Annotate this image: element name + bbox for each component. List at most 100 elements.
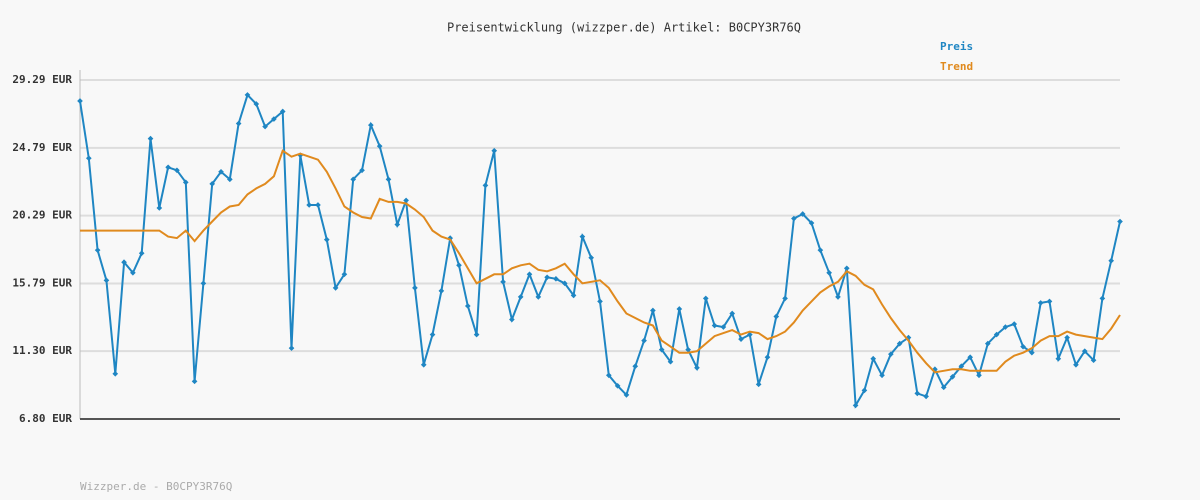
point-marker: [632, 363, 639, 370]
point-marker: [579, 233, 586, 240]
point-marker: [702, 295, 709, 302]
legend-label: Preis: [940, 40, 973, 53]
point-marker: [553, 275, 559, 282]
point-marker: [385, 176, 392, 183]
point-marker: [658, 346, 665, 353]
point-marker: [103, 277, 110, 284]
point-marker: [218, 168, 224, 175]
point-marker: [879, 372, 885, 379]
point-marker: [368, 122, 374, 128]
point-marker: [420, 361, 427, 368]
point-marker: [694, 364, 700, 371]
point-marker: [570, 292, 577, 299]
point-marker: [1090, 357, 1097, 364]
y-tick-label: 20.29 EUR: [12, 209, 72, 222]
point-marker: [641, 337, 647, 344]
point-marker: [130, 269, 136, 276]
point-marker: [544, 274, 550, 281]
point-marker: [676, 306, 683, 312]
point-marker: [984, 340, 991, 347]
point-marker: [650, 307, 656, 314]
point-marker: [747, 331, 753, 338]
point-marker: [914, 390, 921, 397]
point-marker: [835, 294, 841, 300]
point-marker: [138, 250, 145, 257]
point-marker: [755, 381, 762, 388]
y-tick-label: 29.29 EUR: [12, 73, 72, 86]
y-tick-label: 24.79 EUR: [12, 141, 72, 154]
point-marker: [1037, 300, 1044, 306]
point-marker: [782, 295, 788, 302]
point-marker: [112, 370, 119, 377]
point-marker: [1002, 324, 1009, 330]
point-marker: [315, 202, 321, 208]
point-marker: [438, 288, 445, 294]
point-marker: [526, 271, 533, 278]
point-marker: [729, 310, 736, 317]
point-marker: [359, 167, 365, 174]
point-marker: [227, 176, 233, 183]
point-marker: [817, 247, 824, 254]
point-marker: [403, 197, 409, 204]
point-marker: [464, 303, 471, 309]
point-marker: [85, 155, 92, 162]
point-marker: [976, 372, 982, 379]
point-marker: [209, 181, 216, 187]
point-marker: [235, 120, 242, 127]
point-marker: [77, 98, 83, 104]
point-marker: [826, 269, 832, 276]
point-marker: [1108, 257, 1115, 264]
point-marker: [1081, 348, 1088, 354]
point-marker: [711, 322, 718, 329]
point-marker: [376, 143, 383, 150]
y-tick-label: 6.80 EUR: [19, 412, 72, 425]
point-marker: [323, 236, 330, 243]
point-marker: [685, 346, 691, 353]
point-marker: [456, 262, 462, 269]
point-marker: [94, 247, 101, 254]
point-marker: [852, 402, 859, 409]
point-marker: [967, 354, 973, 361]
point-marker: [288, 345, 295, 351]
chart-title: Preisentwicklung (wizzper.de) Artikel: B…: [447, 21, 801, 35]
point-marker: [482, 182, 489, 189]
point-marker: [773, 313, 780, 320]
point-marker: [791, 215, 797, 222]
legend-label: Trend: [940, 60, 973, 73]
footer: Wizzper.de - B0CPY3R76Q: [80, 480, 232, 493]
point-marker: [799, 211, 806, 217]
point-marker: [244, 92, 251, 98]
point-marker: [623, 392, 630, 398]
point-marker: [271, 116, 277, 122]
point-marker: [165, 164, 171, 171]
point-marker: [394, 221, 401, 228]
point-marker: [429, 331, 436, 338]
point-marker: [1029, 349, 1035, 356]
point-marker: [341, 271, 348, 278]
point-marker: [491, 147, 498, 154]
point-marker: [350, 176, 357, 183]
point-marker: [614, 383, 621, 389]
y-tick-label: 11.30 EUR: [12, 344, 72, 357]
point-marker: [500, 279, 506, 285]
point-marker: [473, 331, 480, 338]
y-tick-label: 15.79 EUR: [12, 276, 72, 289]
point-marker: [764, 354, 771, 361]
point-marker: [940, 384, 947, 391]
point-marker: [1099, 295, 1106, 302]
point-marker: [597, 298, 603, 305]
point-marker: [121, 259, 127, 266]
point-marker: [279, 108, 286, 115]
point-marker: [1011, 321, 1018, 327]
point-marker: [412, 285, 418, 291]
point-marker: [156, 205, 163, 211]
point-marker: [509, 316, 515, 323]
point-marker: [182, 179, 189, 186]
point-marker: [1064, 334, 1070, 341]
point-marker: [332, 285, 339, 291]
point-marker: [1055, 355, 1062, 362]
point-marker: [191, 378, 198, 385]
